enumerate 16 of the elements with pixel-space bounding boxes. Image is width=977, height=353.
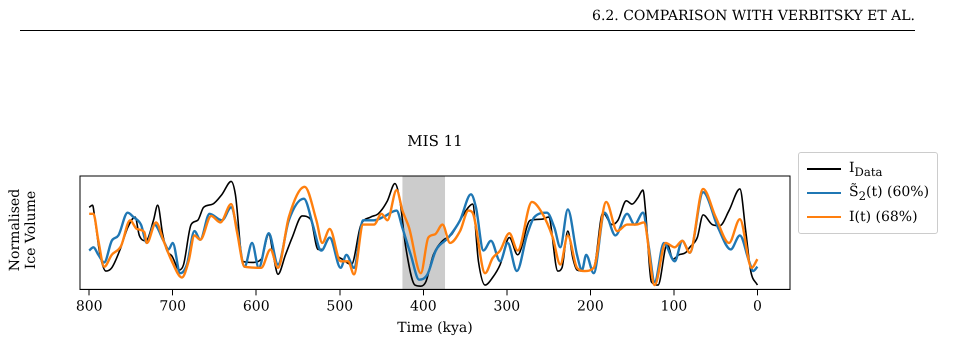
x-tick-label: 200 xyxy=(576,298,604,314)
x-tick-label: 500 xyxy=(326,298,354,314)
legend-label: I(t) (68%) xyxy=(849,209,918,225)
x-tick-label: 0 xyxy=(752,298,762,314)
legend-label: S̃$_{2}$(t) (60%) xyxy=(849,184,930,202)
legend-label: I$_{Data}$ xyxy=(849,160,882,178)
x-axis-title: Time (kya) xyxy=(397,320,473,336)
x-tick-label: 800 xyxy=(76,298,103,314)
y-axis-title: Normalised Ice Volume xyxy=(7,188,39,274)
x-tick-label: 600 xyxy=(242,298,270,314)
x-tick-label: 300 xyxy=(493,298,520,314)
x-tick-label: 400 xyxy=(410,298,437,314)
x-tick-label: 100 xyxy=(660,298,688,314)
chart-title: MIS 11 xyxy=(406,132,464,150)
text: 6.2. COMPARISON WITH VERBITSKY ET AL. xyxy=(20,8,915,31)
x-tick-label: 700 xyxy=(159,298,186,314)
